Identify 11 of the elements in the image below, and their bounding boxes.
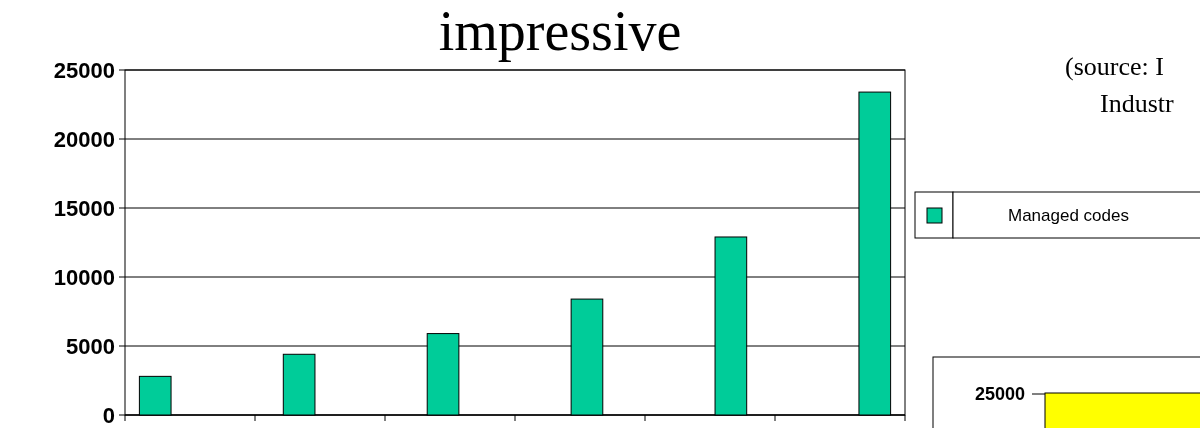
chart-title: impressive	[438, 0, 682, 62]
y-tick-label: 10000	[53, 264, 115, 290]
y-tick-label: 0	[102, 402, 115, 428]
y-tick-label: 5000	[66, 333, 115, 359]
text: Industr	[1100, 89, 1174, 118]
text: (source: I	[1065, 52, 1164, 81]
y-tick-label: 20000	[53, 126, 115, 152]
y-tick-label: 15000	[53, 195, 115, 221]
y-tick-label: 25000	[53, 57, 115, 83]
text: 25000	[974, 384, 1025, 404]
text: Managed codes	[1008, 206, 1129, 225]
